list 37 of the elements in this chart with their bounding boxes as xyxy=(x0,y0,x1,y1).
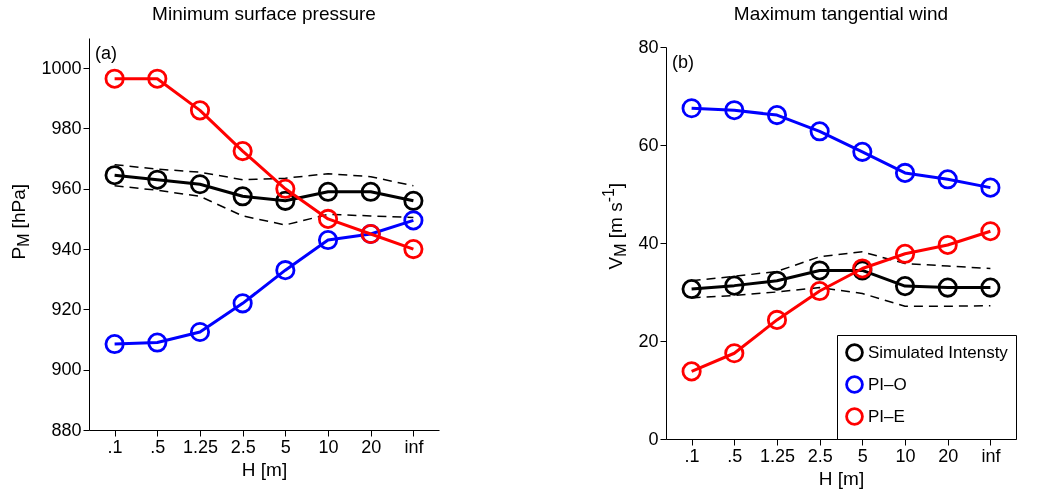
x-tick-label: 10 xyxy=(318,436,339,457)
x-tick-label: 20 xyxy=(360,436,382,457)
x-axis-title: H [m] xyxy=(818,467,865,489)
x-axis-title: H [m] xyxy=(241,458,287,480)
y-tick-label: 920 xyxy=(51,298,82,319)
y-tick-label: 80 xyxy=(638,36,659,57)
y-tick-label: 0 xyxy=(648,428,659,449)
x-tick-label: .1 xyxy=(684,445,700,466)
x-tick-label: 10 xyxy=(895,445,916,466)
y-tick-label: 960 xyxy=(51,178,82,199)
x-tick-label: inf xyxy=(981,445,1002,466)
chart-title: Minimum surface pressure xyxy=(151,3,376,24)
x-tick-label: .5 xyxy=(150,436,166,457)
x-tick-label: .1 xyxy=(107,436,123,457)
legend-label: Simulated Intensty xyxy=(868,342,1009,362)
y-tick-label: 940 xyxy=(51,238,82,259)
annotation: (a) xyxy=(94,43,117,63)
y-tick-label: 880 xyxy=(51,419,82,440)
legend-label: PI–O xyxy=(868,374,907,394)
chart-title: Maximum tangential wind xyxy=(733,3,949,24)
annotation: (b) xyxy=(672,52,695,72)
x-tick-label: 20 xyxy=(938,445,959,466)
x-tick-label: 5 xyxy=(280,436,291,457)
y-tick-label: 60 xyxy=(638,134,659,155)
x-tick-label: 1.25 xyxy=(182,436,218,457)
y-tick-label: 20 xyxy=(638,330,659,351)
x-tick-label: 5 xyxy=(857,445,868,466)
legend-label: PI–E xyxy=(868,406,905,426)
y-tick-label: 980 xyxy=(51,117,82,138)
y-tick-label: 1000 xyxy=(41,57,82,78)
y-tick-label: 900 xyxy=(51,359,82,380)
x-tick-label: inf xyxy=(404,436,425,457)
x-tick-label: 2.5 xyxy=(807,445,833,466)
y-tick-label: 40 xyxy=(638,232,659,253)
x-tick-label: 2.5 xyxy=(230,436,256,457)
x-tick-label: 1.25 xyxy=(760,445,796,466)
x-tick-label: .5 xyxy=(727,445,743,466)
